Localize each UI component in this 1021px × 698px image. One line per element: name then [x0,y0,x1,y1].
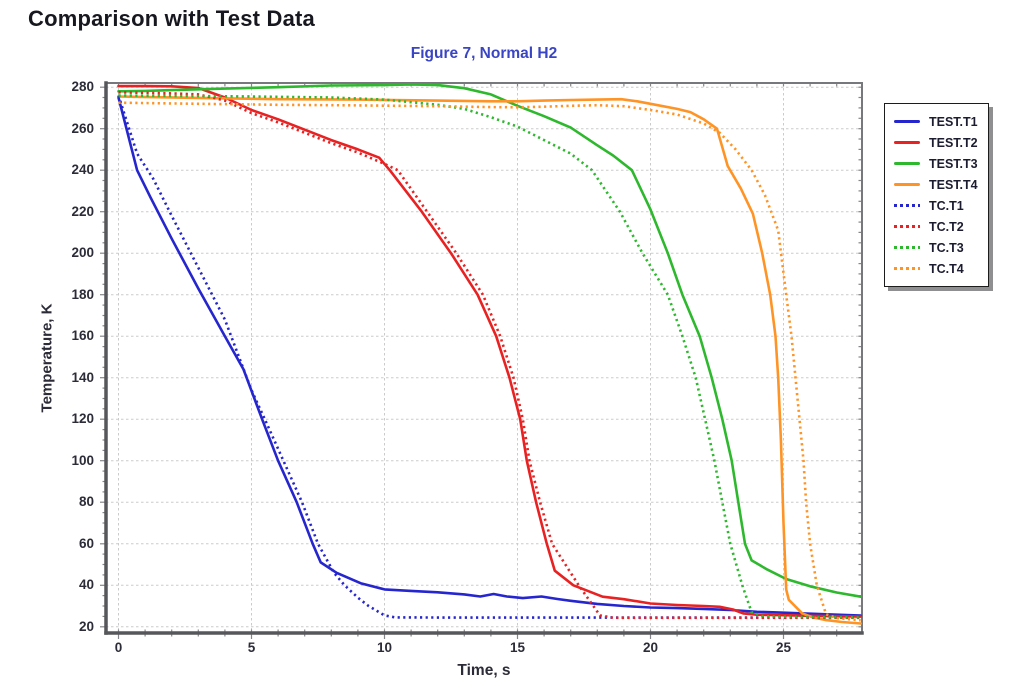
x-tick-label-15: 15 [510,640,526,655]
legend-item-TC.T4: TC.T4 [894,258,978,279]
series-line-TEST.T4 [117,95,862,625]
legend: TEST.T1 TEST.T2 TEST.T3 TEST.T4 TC.T1 TC.T2 TC… [884,103,989,287]
dotted-line-swatch [894,203,920,208]
y-tick-label-140: 140 [71,369,94,385]
legend-item-TC.T3: TC.T3 [894,237,978,258]
y-tick-label-160: 160 [71,328,94,344]
y-tick-label-220: 220 [71,203,94,219]
solid-line-swatch [894,140,920,145]
legend-label: TC.T1 [929,198,964,213]
legend-label: TEST.T3 [929,156,978,171]
y-tick-label-80: 80 [78,494,94,510]
legend-label: TC.T3 [929,240,964,255]
legend-item-TC.T1: TC.T1 [894,195,978,216]
legend-item-TEST.T4: TEST.T4 [894,174,978,195]
y-tick-label-20: 20 [78,618,94,634]
legend-item-TEST.T1: TEST.T1 [894,111,978,132]
dotted-line-swatch [894,245,920,250]
y-tick-label-200: 200 [71,245,94,261]
legend-label: TEST.T4 [929,177,978,192]
legend-item-TEST.T3: TEST.T3 [894,153,978,174]
series-line-TEST.T1 [117,96,862,617]
y-tick-label-100: 100 [71,452,94,468]
x-tick-label-0: 0 [114,640,123,655]
y-tick-label-240: 240 [71,162,94,178]
dotted-line-swatch [894,224,920,229]
legend-item-TC.T2: TC.T2 [894,216,978,237]
solid-line-swatch [894,161,920,166]
x-tick-label-20: 20 [643,640,659,655]
legend-item-TEST.T2: TEST.T2 [894,132,978,153]
plot-area [100,81,864,639]
legend-label: TEST.T1 [929,114,978,129]
y-axis-label: Temperature, K [38,303,56,413]
series-line-TC.T4 [118,101,861,622]
legend-label: TC.T4 [929,261,964,276]
dotted-line-swatch [894,266,920,271]
y-tick-label-40: 40 [78,577,94,593]
legend-label: TC.T2 [929,219,964,234]
x-tick-label-5: 5 [247,640,256,655]
series-line-TC.T2 [118,91,861,620]
series-line-TEST.T3 [117,83,862,598]
y-tick-label-260: 260 [71,120,94,136]
series-line-TC.T1 [117,95,861,619]
y-tick-label-180: 180 [71,286,94,302]
y-tick-label-280: 280 [71,79,94,95]
x-tick-label-25: 25 [776,640,792,655]
solid-line-swatch [894,119,920,124]
page-title: Comparison with Test Data [28,6,315,31]
y-tick-label-60: 60 [78,535,94,551]
x-axis-label: Time, s [457,662,511,679]
solid-line-swatch [894,182,920,187]
legend-label: TEST.T2 [929,135,978,150]
series-line-TEST.T2 [117,84,862,618]
chart-title: Figure 7, Normal H2 [410,45,558,62]
series-line-TC.T3 [118,94,861,619]
x-tick-label-10: 10 [376,640,393,655]
y-tick-label-120: 120 [71,411,94,427]
